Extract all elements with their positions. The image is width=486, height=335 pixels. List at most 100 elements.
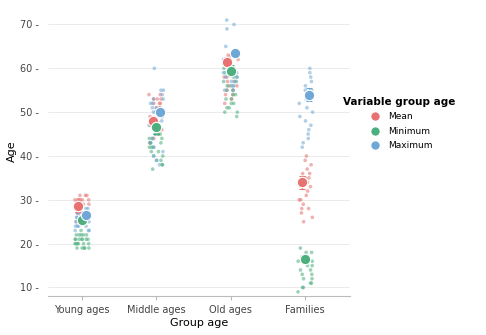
Point [81, 215, 89, 220]
Point [223, 61, 231, 67]
Point [151, 131, 159, 137]
Point [75, 197, 83, 202]
Point [150, 110, 157, 115]
Point [302, 193, 310, 198]
Point [221, 101, 228, 106]
Point [304, 180, 312, 185]
Point [73, 245, 81, 251]
Point [75, 223, 83, 229]
Point [83, 232, 90, 238]
Point [71, 206, 79, 211]
Point [305, 206, 312, 211]
Point [73, 241, 81, 246]
Point [145, 136, 153, 141]
Point [299, 202, 307, 207]
Point [299, 171, 307, 176]
Point [220, 70, 227, 75]
Point [79, 210, 87, 216]
Point [307, 267, 314, 273]
Point [150, 144, 158, 150]
Point [223, 87, 231, 93]
Point [232, 48, 240, 54]
Point [158, 114, 166, 119]
Point [155, 131, 162, 137]
Point [301, 87, 309, 93]
Point [149, 166, 156, 172]
Point [295, 197, 303, 202]
Point [225, 66, 232, 71]
Point [82, 193, 89, 198]
Point [158, 92, 166, 97]
Point [301, 83, 309, 88]
Point [72, 232, 80, 238]
Point [225, 83, 233, 88]
Point [222, 44, 230, 49]
Point [304, 188, 312, 194]
Point [153, 127, 160, 132]
Point [233, 48, 241, 54]
Point [73, 202, 81, 207]
Point [72, 219, 80, 224]
Point [228, 66, 236, 71]
Point [147, 123, 155, 128]
Point [295, 101, 303, 106]
Point [302, 250, 310, 255]
Point [159, 153, 167, 159]
Point [224, 83, 231, 88]
Point [294, 289, 302, 294]
Point [80, 241, 87, 246]
Point [308, 87, 315, 93]
Point [221, 87, 228, 93]
Point [223, 74, 231, 80]
Point [223, 26, 231, 31]
Point [299, 140, 307, 145]
Point [295, 259, 302, 264]
Point [230, 22, 238, 27]
Point [158, 136, 166, 141]
Point [297, 197, 305, 202]
Point [298, 144, 306, 150]
Point [75, 210, 83, 216]
Point [146, 140, 154, 145]
Point [148, 136, 156, 141]
Point [307, 184, 314, 189]
Point [75, 210, 83, 216]
Point [307, 74, 314, 80]
Point [308, 280, 315, 286]
Point [229, 87, 237, 93]
Point [227, 53, 235, 58]
Point [150, 118, 158, 124]
Point [78, 245, 86, 251]
Point [78, 197, 86, 202]
Point [156, 131, 164, 137]
Point [305, 127, 312, 132]
Point [81, 245, 88, 251]
Point [228, 70, 236, 75]
Point [298, 206, 306, 211]
Point [229, 66, 237, 71]
Point [158, 118, 166, 124]
Point [153, 127, 160, 132]
Point [298, 272, 306, 277]
Point [153, 127, 161, 132]
Point [78, 237, 86, 242]
Point [296, 267, 304, 273]
Point [308, 79, 315, 84]
Point [82, 206, 90, 211]
Point [227, 83, 235, 88]
Point [73, 215, 81, 220]
Point [224, 53, 232, 58]
Point [221, 110, 228, 115]
Point [71, 197, 79, 202]
Point [79, 210, 87, 216]
Point [73, 223, 81, 229]
Point [72, 223, 80, 229]
Point [233, 114, 241, 119]
Point [85, 241, 92, 246]
Point [151, 66, 158, 71]
Point [150, 153, 157, 159]
Point [304, 92, 312, 97]
Point [225, 61, 232, 67]
Point [223, 87, 231, 93]
Point [149, 101, 156, 106]
